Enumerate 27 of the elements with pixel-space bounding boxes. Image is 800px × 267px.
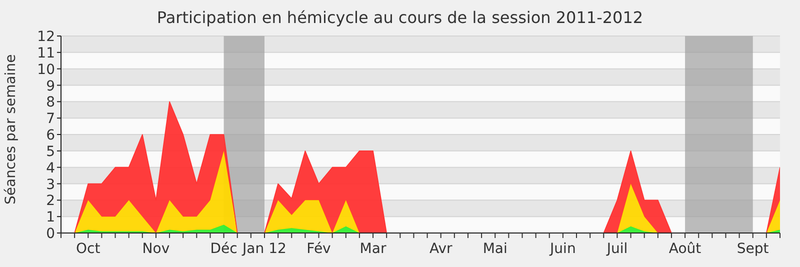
x-tick-label: Août: [668, 241, 702, 257]
x-tick-label: Fév: [306, 241, 331, 257]
x-tick-label: Nov: [142, 241, 170, 257]
y-tick-label: 7: [46, 111, 55, 128]
y-tick-label: 12: [37, 29, 55, 45]
y-tick-label: 4: [46, 160, 56, 176]
x-tick-label: Mai: [482, 241, 508, 257]
x-tick-label: Jan 12: [242, 241, 286, 257]
y-tick-label: 9: [46, 78, 55, 94]
x-tick-label: Avr: [429, 241, 452, 257]
y-tick-label: 1: [46, 210, 55, 226]
y-tick-label: 3: [46, 176, 55, 193]
y-tick-label: 8: [46, 94, 55, 111]
y-tick-label: 5: [46, 144, 55, 160]
x-tick-label: Mar: [360, 241, 386, 257]
y-axis-title: Séances par semaine: [2, 54, 19, 204]
y-tick-label: 6: [46, 128, 56, 144]
chart-title: Participation en hémicycle au cours de la session 2011-2012: [156, 8, 644, 27]
x-tick-label: Sept: [736, 241, 770, 257]
x-tick-label: Juil: [606, 241, 628, 257]
y-tick-label: 2: [46, 193, 55, 210]
x-tick-label: Juin: [549, 241, 576, 257]
y-tick-label: 10: [37, 62, 55, 78]
x-tick-label: Oct: [76, 241, 101, 257]
y-tick-label: 0: [46, 226, 55, 242]
y-tick-label: 11: [37, 45, 55, 62]
x-tick-label: Déc: [210, 241, 238, 257]
